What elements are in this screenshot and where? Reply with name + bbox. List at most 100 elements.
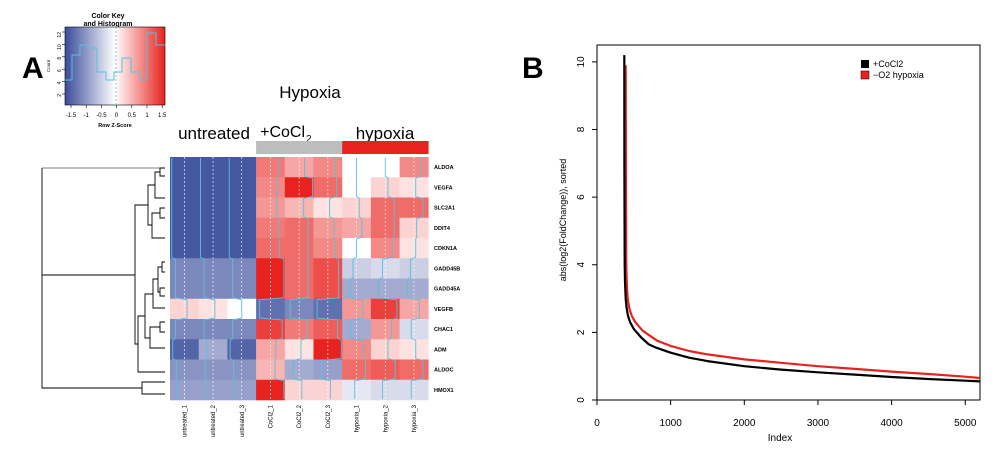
key-y-tick-label: 12 [57, 32, 63, 38]
column-label: untreated_1 [182, 404, 188, 437]
heatmap-cell [370, 258, 400, 279]
y-tick-label: 10 [576, 56, 587, 68]
column-label: CoCl2_3 [326, 404, 332, 428]
heatmap-cell [198, 217, 228, 239]
heatmap-cell [399, 217, 429, 239]
legend-label-cocl2: +CoCl2 [873, 59, 903, 69]
group-bar-segment [170, 141, 257, 154]
column-label: untreated_3 [240, 404, 246, 437]
trace-line [228, 158, 243, 399]
heatmap-cell [170, 177, 199, 198]
key-x-tick-label: -0.5 [96, 113, 107, 119]
heatmap-cell [227, 217, 257, 239]
trace-line [259, 158, 285, 399]
heatmap-cell [370, 177, 400, 198]
group-bar-segment [256, 141, 343, 154]
y-tick-label: 8 [576, 126, 587, 132]
y-tick-label: 2 [576, 329, 587, 335]
legend-label-hypoxia: −O2 hypoxia [873, 70, 924, 80]
trace-line [378, 158, 398, 399]
row-label: DDIT4 [434, 226, 451, 232]
heatmap-cell [284, 217, 314, 239]
heatmap-column-labels: untreated_1 untreated_2 untreated_3 CoCl2_1… [182, 404, 418, 437]
heatmap-cell [342, 197, 372, 219]
trace-line [289, 158, 314, 399]
color-key-gradient [64, 26, 166, 106]
heatmap-cell [170, 238, 199, 259]
group-bar-segment [342, 141, 429, 154]
heatmap-cell [198, 197, 228, 219]
trace-line [349, 158, 366, 399]
heatmap-row-labels: ALDOA VEGFA SLC2A1 DDIT4 CDKN1A GADD45B GADD45… [434, 165, 460, 394]
y-tick-label: 4 [576, 262, 587, 268]
heatmap-cells [170, 157, 429, 401]
x-axis-label: Index [768, 433, 792, 444]
heatmap-cell [399, 197, 429, 219]
trace-line [316, 158, 342, 399]
legend-swatch-cocl2 [861, 60, 869, 68]
panel-b-letter: B [522, 52, 544, 85]
heatmap-cell [170, 258, 199, 279]
key-x-tick-label: 1.5 [158, 113, 167, 119]
heatmap-cell [342, 258, 372, 279]
heatmap-cell [399, 258, 429, 279]
heatmap-cell [198, 177, 228, 198]
column-label: hypoxia_2 [383, 404, 389, 432]
row-dendrogram [41, 167, 165, 395]
legend-swatch-hypoxia [860, 70, 870, 80]
row-label: HMOX1 [434, 388, 454, 394]
heatmap-cell [284, 197, 314, 219]
key-y-tick-label: 6 [57, 69, 63, 72]
x-tick-label: 5000 [954, 418, 977, 429]
heatmap-cell [284, 258, 314, 279]
heatmap-cell [284, 157, 314, 178]
color-key-histogram [65, 32, 165, 81]
heatmap-cell [370, 197, 400, 219]
key-x-tick-label: 1 [145, 113, 149, 119]
x-axis-ticks: 0 1000 2000 3000 4000 5000 [594, 400, 977, 429]
row-label: VEGFB [434, 307, 453, 313]
row-label: VEGFA [434, 185, 453, 191]
x-tick-label: 2000 [733, 418, 756, 429]
key-x-tick-label: -1 [84, 113, 90, 119]
heatmap-cell [198, 157, 228, 178]
series-line [624, 65, 981, 380]
group-label-untreated: untreated [178, 124, 250, 143]
heatmap-cell [198, 278, 228, 300]
heatmap-cell [256, 217, 286, 239]
row-label: ALDOC [434, 368, 454, 374]
row-label: GADD45B [434, 266, 460, 272]
heatmap-cell [284, 238, 314, 259]
plot-frame [596, 44, 981, 401]
x-tick-label: 1000 [660, 418, 683, 429]
heatmap-title: Hypoxia [279, 83, 341, 102]
heatmap-cell [227, 238, 257, 259]
heatmap-cell [313, 177, 343, 198]
heatmap-trace-lines [171, 157, 424, 400]
key-y-tick-label: 4 [57, 81, 63, 84]
line-chart: 0 1000 2000 3000 4000 5000 0 2 4 6 8 10 Index abs(… [558, 44, 981, 444]
column-label: untreated_2 [211, 404, 217, 437]
y-tick-label: 0 [576, 397, 587, 403]
heatmap-cell [256, 197, 286, 219]
column-label: hypoxia_1 [355, 404, 361, 432]
row-label: ADM [434, 347, 447, 353]
heatmap-cell [399, 177, 429, 198]
heatmap-cell [256, 238, 286, 259]
key-x-tick-label: 0 [115, 113, 119, 119]
color-key-x-ticks: -1.5 -1 -0.5 0 0.5 1 1.5 [66, 105, 167, 119]
key-y-tick-label: 2 [57, 94, 63, 97]
group-label-cocl: +CoCl [260, 124, 305, 141]
group-color-bar [170, 141, 429, 154]
color-key-y-ticks: 2 4 6 8 10 12 [57, 31, 65, 97]
series-line [623, 55, 981, 383]
heatmap-cell [313, 217, 343, 239]
heatmap-cell [227, 157, 257, 178]
heatmap-cell [313, 258, 343, 279]
heatmap-cell [170, 157, 199, 178]
heatmap-cell [399, 238, 429, 259]
heatmap-cell [313, 278, 343, 300]
row-label: ALDOA [434, 165, 454, 171]
row-label: CDKN1A [434, 246, 457, 252]
